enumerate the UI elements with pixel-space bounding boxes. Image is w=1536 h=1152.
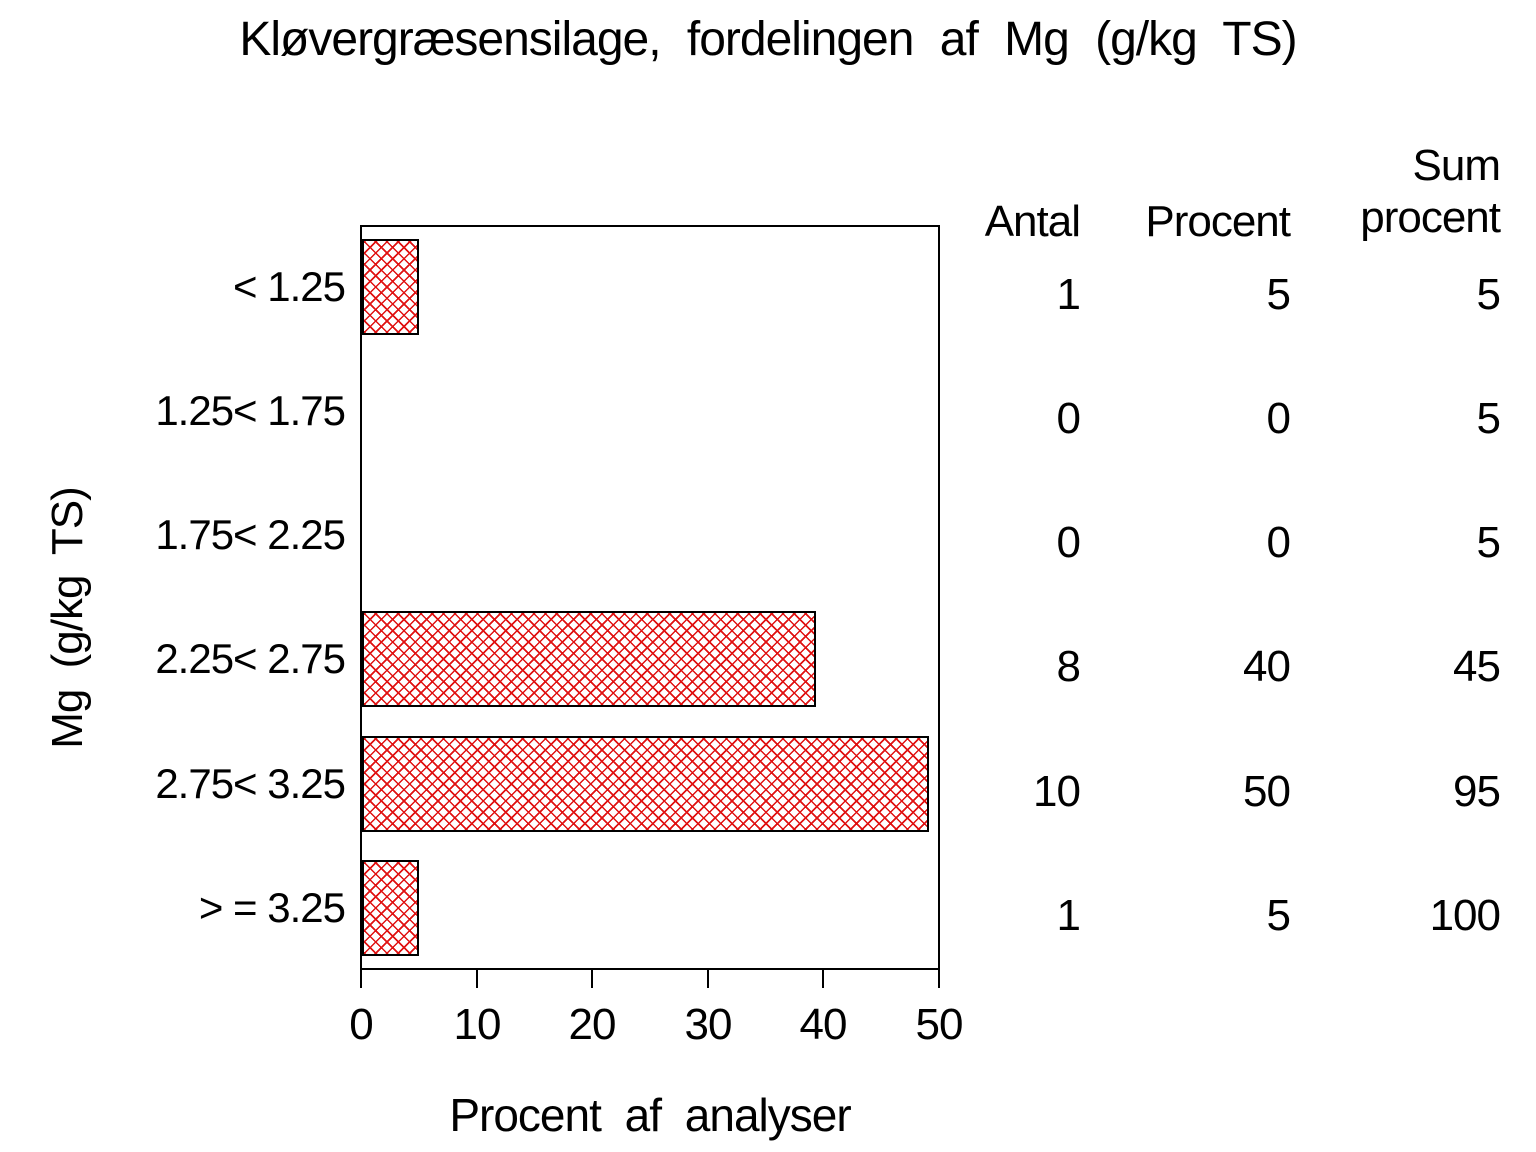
x-tick-label: 40 — [799, 1000, 848, 1049]
x-tick-label: 50 — [915, 1000, 964, 1049]
x-tick-mark — [360, 968, 362, 988]
column-header-sum-procent: Sum procent — [1260, 140, 1501, 244]
antal-value: 1 — [1056, 270, 1081, 319]
x-tick-label: 20 — [568, 1000, 617, 1049]
y-tick-label: 2.25< 2.75 — [155, 635, 346, 682]
procent-value: 0 — [1266, 394, 1291, 443]
bar-2.75-3.25 — [362, 736, 929, 832]
column-header-sum-line1: Sum — [1412, 141, 1501, 190]
bar-2.25-2.75 — [362, 611, 816, 707]
x-tick-label: 30 — [684, 1000, 733, 1049]
y-tick-label: 1.25< 1.75 — [155, 387, 346, 434]
procent-value: 50 — [1243, 767, 1291, 816]
column-header-antal: Antal — [984, 197, 1081, 246]
x-tick-mark — [938, 968, 940, 988]
procent-value: 5 — [1266, 270, 1291, 319]
chart-title: Kløvergræsensilage, fordelingen af Mg (g… — [239, 13, 1297, 66]
y-tick-label: > = 3.25 — [198, 884, 346, 931]
y-tick-label: 2.75< 3.25 — [155, 760, 346, 807]
sum-procent-value: 5 — [1476, 518, 1501, 567]
column-header-sum-line2: procent — [1360, 193, 1501, 242]
x-tick-mark — [476, 968, 478, 988]
column-header-procent: Procent — [1145, 197, 1291, 246]
x-tick-label: 0 — [349, 1000, 373, 1049]
x-tick-mark — [707, 968, 709, 988]
procent-value: 5 — [1266, 891, 1291, 940]
procent-value: 40 — [1243, 642, 1291, 691]
antal-value: 10 — [1033, 767, 1081, 816]
sum-procent-value: 5 — [1476, 394, 1501, 443]
antal-value: 1 — [1056, 891, 1081, 940]
plot-area — [360, 225, 940, 970]
procent-value: 0 — [1266, 518, 1291, 567]
sum-procent-value: 100 — [1429, 891, 1501, 940]
antal-value: 0 — [1056, 394, 1081, 443]
antal-value: 8 — [1056, 642, 1081, 691]
x-axis-title: Procent af analyser — [449, 1089, 851, 1141]
bar-lt-1.25 — [362, 239, 419, 335]
x-tick-mark — [591, 968, 593, 988]
sum-procent-value: 45 — [1453, 642, 1501, 691]
antal-value: 0 — [1056, 518, 1081, 567]
y-tick-label: < 1.25 — [233, 263, 346, 310]
sum-procent-value: 95 — [1453, 767, 1501, 816]
sum-procent-value: 5 — [1476, 270, 1501, 319]
x-tick-label: 10 — [453, 1000, 502, 1049]
bar-ge-3.25 — [362, 860, 419, 956]
x-tick-mark — [822, 968, 824, 988]
y-tick-label: 1.75< 2.25 — [155, 511, 346, 558]
